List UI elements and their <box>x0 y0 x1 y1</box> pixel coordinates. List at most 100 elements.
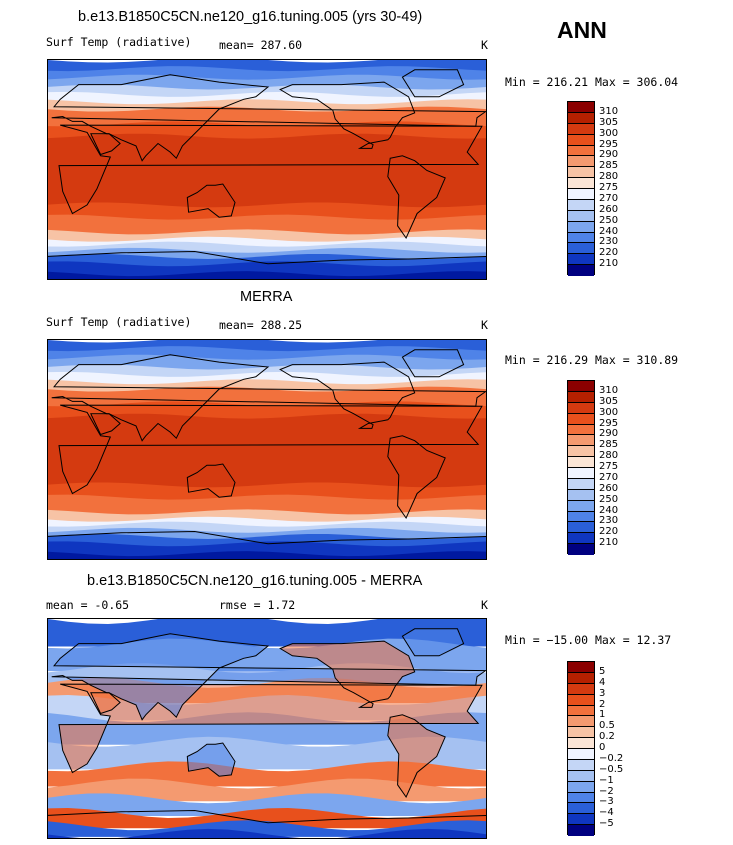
panel-3-stat2-label: rmse = <box>219 598 261 612</box>
colorbar-label: 1 <box>599 709 606 721</box>
colorbar-label: 275 <box>599 182 619 193</box>
coastline <box>279 361 416 429</box>
temperature-band <box>48 820 486 837</box>
temperature-band <box>48 91 486 105</box>
colorbar-box <box>568 544 594 555</box>
colorbar-label: −3 <box>599 796 614 808</box>
panel-2-units: K <box>481 318 488 332</box>
panel-3-title: b.e13.B1850C5CN.ne120_g16.tuning.005 - M… <box>87 573 423 589</box>
colorbar-label: 3 <box>599 687 606 699</box>
coastline <box>401 628 465 657</box>
colorbar-label: 295 <box>599 138 619 150</box>
temperature-band <box>48 482 486 501</box>
colorbar-label: 290 <box>599 428 619 440</box>
coastline <box>58 683 483 774</box>
temperature-band <box>48 413 486 488</box>
temperature-band <box>48 364 486 378</box>
coastline <box>51 633 486 721</box>
colorbar-box <box>568 511 594 523</box>
panel-3-map <box>47 618 487 839</box>
colorbar-box <box>568 413 594 425</box>
colorbar-box <box>568 102 594 113</box>
land-anomaly <box>402 628 464 656</box>
land-anomaly <box>387 714 446 797</box>
colorbar-label: 230 <box>599 515 619 527</box>
temperature-band <box>48 828 486 838</box>
temperature-band <box>48 254 486 267</box>
colorbar-label: 0.2 <box>599 731 615 743</box>
temperature-band <box>48 534 486 547</box>
colorbar-label: 220 <box>599 247 619 259</box>
colorbar-label: 275 <box>599 461 619 472</box>
colorbar-box <box>568 210 594 222</box>
colorbar-box <box>568 446 594 458</box>
colorbar-label: 4 <box>599 676 606 688</box>
panel-2-title: MERRA <box>240 289 293 305</box>
colorbar-box <box>568 716 594 728</box>
colorbar-box <box>568 792 594 804</box>
land-anomaly <box>187 743 235 777</box>
colorbar-label: 250 <box>599 214 619 226</box>
temperature-band <box>48 99 486 113</box>
panel-2-map-svg <box>48 340 486 559</box>
colorbar-box <box>568 221 594 233</box>
coastline <box>51 74 486 162</box>
colorbar-label: −0.2 <box>599 752 624 764</box>
colorbar-box <box>568 749 594 760</box>
panel-3-units: K <box>481 598 488 612</box>
colorbar-box <box>568 243 594 255</box>
colorbar-label: −1 <box>599 774 614 786</box>
coastline <box>48 250 486 265</box>
colorbar-box <box>568 123 594 135</box>
colorbar-label: 290 <box>599 149 619 161</box>
colorbar-label: 310 <box>599 105 619 117</box>
colorbar-label: 230 <box>599 236 619 248</box>
temperature-band <box>48 371 486 385</box>
temperature-band <box>48 494 486 515</box>
colorbar-label: 0.5 <box>599 720 615 732</box>
panel-3-minmax: Min = −15.00 Max = 12.37 <box>505 633 672 647</box>
colorbar-label: 285 <box>599 160 619 172</box>
colorbar-label: 240 <box>599 504 619 516</box>
panel-2-coastlines <box>48 349 486 545</box>
colorbar-box <box>568 672 594 684</box>
panel-1-minmax: Min = 216.21 Max = 306.04 <box>505 75 679 89</box>
panel-1-stat-value: 287.60 <box>260 38 303 52</box>
colorbar-box <box>568 694 594 706</box>
colorbar-box <box>568 500 594 512</box>
colorbar-box <box>568 112 594 124</box>
panel-1-map-svg <box>48 60 486 279</box>
panel-1-map <box>47 59 487 280</box>
colorbar-box <box>568 391 594 403</box>
panel-1-units: K <box>481 38 488 52</box>
colorbar-box <box>568 435 594 447</box>
colorbar-box <box>568 781 594 793</box>
temperature-band <box>48 271 486 279</box>
colorbar-label: 260 <box>599 482 619 494</box>
panel-2-bands <box>48 340 486 559</box>
colorbar-label: 300 <box>599 127 619 139</box>
colorbar-box <box>568 199 594 211</box>
temperature-band <box>48 808 486 829</box>
temperature-band <box>48 551 486 559</box>
colorbar-box <box>568 683 594 695</box>
coastline <box>90 133 121 156</box>
colorbar-label: 285 <box>599 439 619 451</box>
colorbar-label: 2 <box>599 698 606 710</box>
colorbar-box <box>568 134 594 146</box>
season-label: ANN <box>557 17 607 43</box>
temperature-band <box>48 541 486 557</box>
colorbar-label: 260 <box>599 203 619 215</box>
temperature-band <box>48 354 486 371</box>
temperature-band <box>48 84 486 98</box>
panel-3-stat-label: mean = <box>46 598 88 612</box>
colorbar-box <box>568 803 594 815</box>
land-anomaly <box>51 633 486 720</box>
colorbar-box <box>568 402 594 414</box>
panel-3-stat2-value: 1.72 <box>267 598 296 612</box>
temperature-band <box>48 247 486 260</box>
colorbar-label: 295 <box>599 417 619 429</box>
colorbar-label: 300 <box>599 406 619 418</box>
panel-1-coastlines <box>48 69 486 265</box>
colorbar-label: 210 <box>599 537 619 549</box>
